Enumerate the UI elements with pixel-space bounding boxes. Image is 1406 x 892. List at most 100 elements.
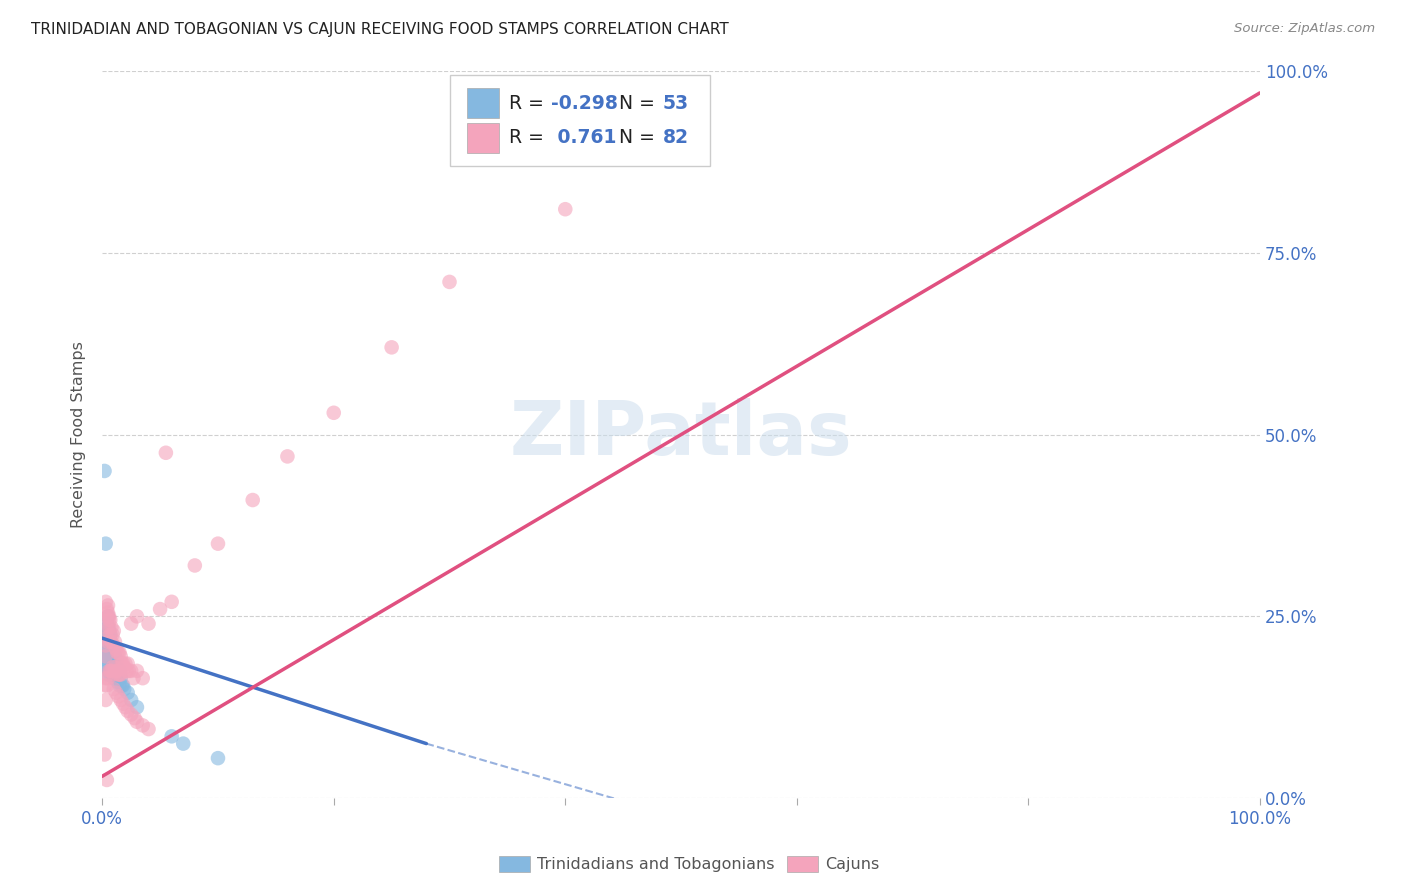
Point: [122, 671, 145, 685]
Text: N =: N =: [619, 128, 661, 147]
Point: [103, 657, 125, 671]
Point: [98, 667, 121, 681]
Point: [94, 631, 117, 645]
Point: [381, 340, 404, 354]
Point: [322, 406, 344, 420]
Point: [110, 693, 132, 707]
Point: [100, 646, 122, 660]
Point: [104, 660, 127, 674]
Point: [96, 660, 118, 674]
Point: [112, 697, 135, 711]
Text: Cajuns: Cajuns: [825, 857, 880, 871]
Point: [160, 729, 183, 743]
Point: [138, 722, 160, 736]
Point: [96, 627, 118, 641]
Point: [96, 772, 118, 787]
Point: [108, 678, 131, 692]
Point: [554, 202, 576, 217]
Point: [97, 631, 120, 645]
Point: [98, 624, 121, 638]
Point: [94, 595, 117, 609]
Point: [120, 707, 142, 722]
Point: [97, 620, 120, 634]
Point: [160, 595, 183, 609]
Point: [96, 635, 118, 649]
Point: [108, 667, 131, 681]
Point: [112, 682, 135, 697]
Point: [98, 620, 121, 634]
Point: [120, 664, 142, 678]
Point: [97, 599, 120, 613]
Point: [94, 639, 117, 653]
Point: [114, 700, 136, 714]
Point: [112, 678, 135, 692]
Point: [110, 671, 132, 685]
Point: [103, 624, 125, 638]
Point: [98, 613, 121, 627]
Point: [105, 664, 128, 678]
Point: [110, 667, 132, 681]
Point: [98, 664, 121, 678]
Point: [207, 751, 229, 765]
Point: [97, 671, 120, 685]
Point: [107, 646, 129, 660]
Text: Trinidadians and Tobagonians: Trinidadians and Tobagonians: [537, 857, 775, 871]
Point: [132, 671, 155, 685]
Point: [105, 664, 128, 678]
Point: [100, 620, 122, 634]
Point: [98, 627, 121, 641]
FancyBboxPatch shape: [467, 87, 499, 119]
Point: [101, 642, 124, 657]
Text: -0.298: -0.298: [551, 94, 619, 112]
Point: [98, 649, 121, 664]
Point: [132, 718, 155, 732]
Point: [149, 602, 172, 616]
Text: TRINIDADIAN AND TOBAGONIAN VS CAJUN RECEIVING FOOD STAMPS CORRELATION CHART: TRINIDADIAN AND TOBAGONIAN VS CAJUN RECE…: [31, 22, 728, 37]
Point: [118, 664, 141, 678]
Point: [93, 646, 115, 660]
Point: [207, 536, 229, 550]
Point: [120, 616, 142, 631]
FancyBboxPatch shape: [467, 123, 499, 153]
Point: [184, 558, 207, 573]
Point: [96, 620, 118, 634]
Point: [107, 664, 129, 678]
Point: [439, 275, 461, 289]
Point: [105, 646, 128, 660]
Point: [107, 667, 129, 681]
Point: [125, 664, 148, 678]
Point: [93, 649, 115, 664]
Point: [105, 674, 128, 689]
Text: Source: ZipAtlas.com: Source: ZipAtlas.com: [1234, 22, 1375, 36]
Point: [98, 631, 121, 645]
Point: [94, 649, 117, 664]
Text: 53: 53: [662, 94, 689, 112]
Point: [98, 664, 121, 678]
Point: [94, 646, 117, 660]
Point: [94, 693, 117, 707]
Point: [103, 639, 125, 653]
FancyBboxPatch shape: [450, 75, 710, 166]
Point: [125, 714, 148, 729]
Point: [101, 667, 124, 681]
Point: [669, 136, 692, 151]
Text: 82: 82: [662, 128, 689, 147]
Point: [155, 446, 177, 460]
Point: [105, 671, 128, 685]
Point: [93, 678, 115, 692]
Point: [100, 664, 122, 678]
Point: [94, 536, 117, 550]
Point: [100, 664, 122, 678]
Point: [96, 678, 118, 692]
Point: [104, 649, 127, 664]
Point: [97, 635, 120, 649]
Point: [97, 609, 120, 624]
Point: [100, 639, 122, 653]
Point: [125, 609, 148, 624]
Point: [111, 678, 134, 692]
Y-axis label: Receiving Food Stamps: Receiving Food Stamps: [72, 341, 86, 528]
Point: [172, 737, 194, 751]
Point: [97, 609, 120, 624]
Point: [97, 667, 120, 681]
Point: [96, 602, 118, 616]
